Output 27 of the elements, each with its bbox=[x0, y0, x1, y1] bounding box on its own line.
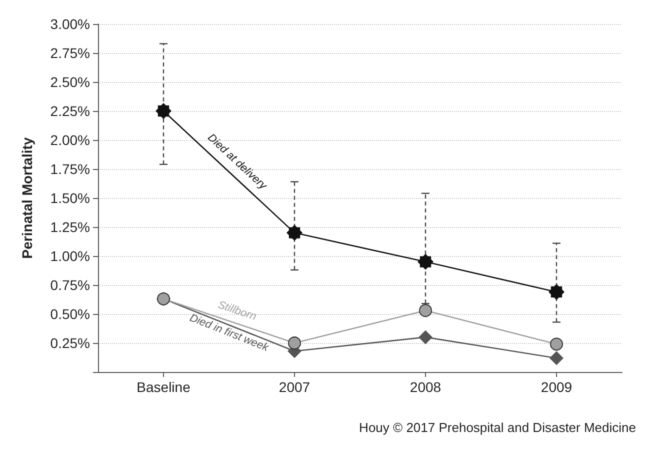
y-axis-title: Perinatal Mortality bbox=[19, 137, 35, 259]
y-tick-label: 2.25% bbox=[50, 103, 90, 119]
y-tick-label: 0.25% bbox=[50, 335, 90, 351]
x-tick-label: 2007 bbox=[278, 379, 310, 395]
y-tick-label: 2.50% bbox=[50, 74, 90, 90]
y-tick-label: 3.00% bbox=[50, 16, 90, 32]
x-tick-label: 2008 bbox=[410, 379, 442, 395]
y-tick-label: 2.00% bbox=[50, 132, 90, 148]
point bbox=[286, 224, 302, 241]
point bbox=[418, 254, 434, 270]
y-tick-label: 2.75% bbox=[50, 45, 90, 61]
y-tick-label: 1.75% bbox=[50, 161, 90, 177]
point bbox=[156, 103, 172, 119]
y-tick-label: 0.75% bbox=[50, 277, 90, 293]
point bbox=[550, 351, 564, 366]
y-tick-label: 1.50% bbox=[50, 190, 90, 206]
point bbox=[548, 284, 564, 300]
point bbox=[418, 330, 432, 344]
y-tick-label: 1.00% bbox=[50, 248, 90, 264]
y-tick-label: 1.25% bbox=[50, 219, 90, 235]
point bbox=[550, 338, 563, 351]
x-tick-label: Baseline bbox=[136, 379, 191, 395]
x-tick-label: 2009 bbox=[540, 379, 572, 395]
point bbox=[419, 304, 432, 318]
text: Houy © 2017 Prehospital and Disaster Medicine bbox=[359, 420, 636, 435]
point bbox=[288, 336, 301, 350]
y-tick-label: 0.50% bbox=[50, 306, 90, 322]
